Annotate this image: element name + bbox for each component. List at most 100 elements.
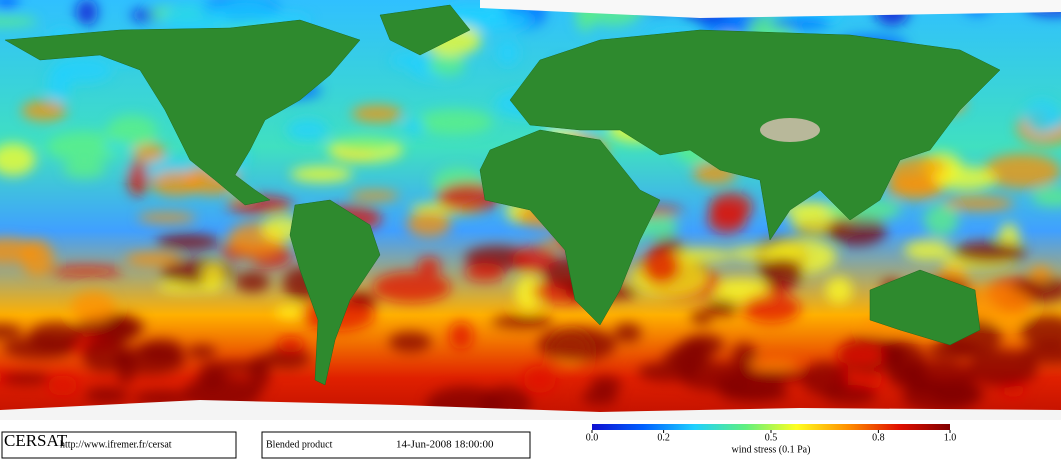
- colorbar-tick-label: 0.2: [657, 432, 670, 443]
- wind-blob: [967, 349, 1038, 387]
- wind-blob: [491, 315, 553, 329]
- wind-blob: [372, 271, 451, 303]
- wind-blob: [63, 159, 106, 179]
- wind-blob: [428, 53, 466, 77]
- wind-blob: [0, 324, 23, 340]
- wind-blob: [403, 118, 425, 135]
- wind-blob: [390, 53, 428, 68]
- wind-blob: [155, 234, 220, 250]
- wind-blob: [707, 204, 747, 235]
- wind-blob: [822, 384, 877, 405]
- wind-blob: [826, 215, 887, 246]
- wind-blob: [926, 342, 980, 360]
- wind-blob: [638, 362, 699, 382]
- colorbar-tick-label: 0.5: [765, 432, 778, 443]
- antarctica: [0, 400, 1061, 420]
- wind-blob: [933, 166, 997, 191]
- wind-blob: [613, 323, 642, 343]
- wind-blob: [187, 345, 217, 359]
- wind-blob: [706, 298, 738, 317]
- wind-blob: [886, 359, 927, 389]
- wind-blob: [953, 241, 1027, 264]
- wind-blob: [20, 239, 54, 277]
- logo-box: [1, 431, 237, 459]
- wind-blob: [47, 131, 121, 162]
- wind-blob: [107, 115, 158, 147]
- date: 14-Jun-2008 18:00:00: [396, 439, 494, 451]
- wind-blob: [515, 274, 542, 311]
- wind-blob: [589, 376, 622, 394]
- wind-blob: [417, 256, 441, 275]
- wind-blob: [137, 212, 196, 223]
- url: http://www.ifremer.fr/cersat: [60, 439, 172, 450]
- wind-blob: [836, 343, 890, 367]
- wind-blob: [388, 331, 432, 353]
- product: Blended product: [266, 439, 333, 450]
- wind-blob: [201, 360, 272, 373]
- wind-blob: [455, 8, 534, 31]
- wind-blob: [1024, 99, 1060, 134]
- wind-blob: [277, 336, 305, 353]
- wind-blob: [85, 387, 129, 404]
- wind-blob: [406, 211, 452, 237]
- wind-blob: [684, 334, 724, 356]
- wind-blob: [21, 100, 67, 121]
- colorbar-label: wind stress (0.1 Pa): [732, 444, 811, 455]
- wind-blob: [904, 240, 952, 261]
- wind-blob: [264, 347, 311, 369]
- plateau: [760, 118, 820, 142]
- wind-stress-map: [0, 0, 1061, 424]
- wind-blob: [349, 190, 399, 201]
- wind-blob: [690, 310, 714, 325]
- wind-blob: [924, 204, 959, 237]
- wind-blob: [47, 266, 124, 277]
- product-box: [261, 431, 531, 459]
- wind-blob: [887, 156, 951, 192]
- wind-blob: [748, 359, 801, 371]
- wind-blob: [741, 293, 801, 324]
- colorbar-tick-label: 1.0: [944, 432, 957, 443]
- wind-blob: [523, 366, 557, 393]
- wind-blob: [497, 40, 519, 66]
- wind-blob: [336, 138, 395, 152]
- wind-blob: [125, 252, 181, 267]
- wind-blob: [581, 389, 618, 406]
- wind-blob: [983, 153, 1061, 189]
- wind-blob: [75, 0, 98, 26]
- wind-blob: [132, 142, 166, 164]
- wind-blob: [0, 15, 38, 28]
- wind-blob: [449, 321, 474, 350]
- continents: [4, 4, 1001, 386]
- wind-blob: [825, 276, 853, 304]
- wind-blob: [464, 262, 506, 282]
- wind-blob: [3, 336, 76, 360]
- colorbar: [592, 424, 950, 430]
- wind-blob: [350, 292, 372, 304]
- wind-blob: [131, 8, 158, 22]
- wind-blob: [729, 246, 803, 261]
- wind-blob: [47, 66, 71, 102]
- wind-blob: [235, 271, 270, 293]
- wind-blob: [1032, 187, 1061, 207]
- wind-blob: [0, 143, 36, 176]
- wind-blob: [351, 104, 403, 123]
- wind-blob: [286, 119, 329, 142]
- wind-blob: [769, 16, 832, 29]
- wind-blob: [1030, 265, 1051, 282]
- wind-blob: [715, 371, 785, 402]
- wind-blob: [71, 291, 116, 324]
- wind-blob: [759, 257, 804, 289]
- wind-blob: [0, 0, 20, 10]
- wind-blob: [416, 109, 493, 135]
- wind-blob: [290, 166, 353, 183]
- colorbar-tick-label: 0.8: [872, 432, 885, 443]
- wind-blob: [127, 160, 149, 197]
- wind-blob: [933, 380, 984, 407]
- wind-blob: [880, 340, 908, 365]
- wind-blob: [163, 1, 226, 35]
- wind-blob: [113, 345, 186, 376]
- arctic: [480, 0, 1061, 18]
- wind-blob: [943, 196, 1014, 211]
- wind-blob: [201, 262, 225, 292]
